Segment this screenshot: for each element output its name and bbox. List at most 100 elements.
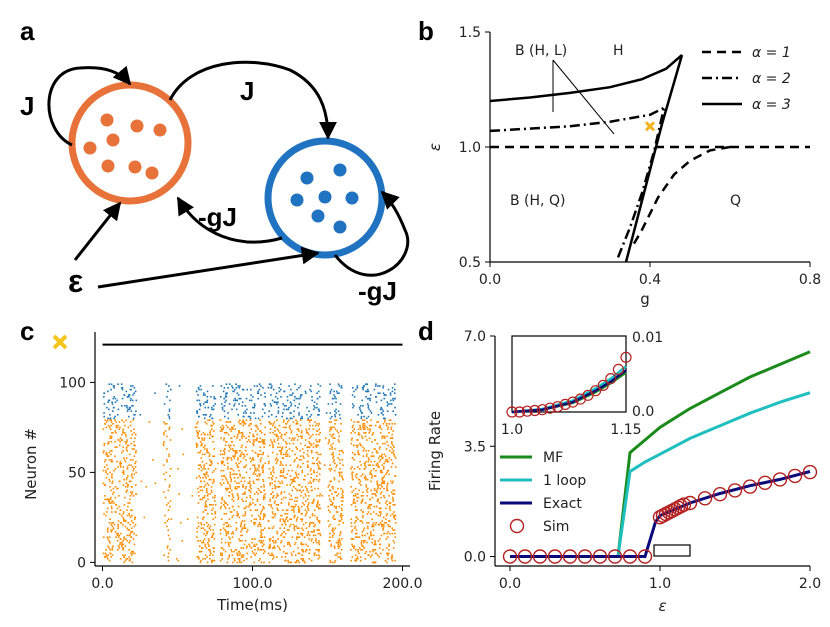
spike <box>259 518 262 520</box>
spike <box>243 559 245 562</box>
spike <box>270 385 273 387</box>
spike <box>319 532 321 535</box>
spike <box>264 392 266 394</box>
spike <box>120 383 123 385</box>
spike <box>335 505 338 508</box>
spike <box>339 556 341 558</box>
spike <box>342 522 344 524</box>
spike <box>280 540 283 542</box>
spike <box>226 462 229 465</box>
b-marker-stroke <box>644 121 656 132</box>
spike <box>356 387 359 389</box>
spike <box>332 487 334 490</box>
spike <box>277 410 280 412</box>
spike <box>312 428 315 430</box>
spike <box>106 455 109 457</box>
spike <box>341 514 344 517</box>
spike <box>226 459 228 461</box>
spike <box>235 522 238 524</box>
spike <box>241 477 244 479</box>
spike <box>362 529 365 531</box>
spike <box>300 532 303 535</box>
spike <box>353 498 355 501</box>
spike <box>310 522 313 524</box>
spike <box>333 390 335 393</box>
spike <box>145 486 148 488</box>
spike <box>198 558 200 560</box>
spike <box>221 462 223 465</box>
spike <box>383 495 385 497</box>
spike <box>204 421 207 423</box>
spike <box>370 419 372 421</box>
spike <box>364 475 367 477</box>
spike <box>357 421 360 423</box>
spike <box>118 545 120 547</box>
spike <box>200 469 203 472</box>
spike <box>299 385 302 387</box>
spike <box>128 549 130 551</box>
spike <box>332 453 334 456</box>
spike <box>239 439 241 441</box>
spike <box>196 430 198 432</box>
spike <box>205 423 208 425</box>
spike <box>294 496 297 499</box>
spike <box>338 435 340 438</box>
spike <box>282 412 284 414</box>
spike <box>361 500 364 502</box>
spike <box>301 549 303 551</box>
spike <box>276 493 279 495</box>
exc-neuron-dot <box>153 123 167 137</box>
spike <box>112 385 115 387</box>
spike <box>308 437 311 439</box>
spike <box>115 421 117 423</box>
spike <box>366 487 369 490</box>
spike <box>386 410 389 412</box>
spike <box>260 541 262 544</box>
spike <box>212 405 215 407</box>
region-bhl: B (H, L) <box>515 43 567 59</box>
spike <box>242 547 244 549</box>
spike <box>333 397 335 400</box>
spike <box>340 385 343 387</box>
spike <box>318 504 321 506</box>
spike <box>309 480 312 483</box>
spike <box>306 489 308 492</box>
spike <box>248 439 250 441</box>
spike <box>276 419 278 421</box>
spike <box>385 448 388 450</box>
spike <box>211 513 213 515</box>
spike <box>213 532 215 535</box>
spike <box>114 397 117 400</box>
spike <box>359 480 362 483</box>
spike <box>383 487 385 490</box>
spike <box>375 505 378 508</box>
spike <box>132 552 134 555</box>
spike <box>212 547 215 549</box>
b-ytick-label: 0.5 <box>459 255 481 271</box>
spike <box>361 473 364 475</box>
spike <box>212 504 214 506</box>
panel-d-inset: 1.0 1.150.010.0 <box>501 330 663 438</box>
spike <box>382 423 385 425</box>
panel-d-letter: d <box>418 316 434 346</box>
spike <box>317 453 320 456</box>
spike <box>258 466 260 468</box>
spike <box>127 444 129 447</box>
spike <box>368 538 371 540</box>
spike <box>206 482 209 484</box>
spike <box>303 457 305 459</box>
spike <box>272 388 275 391</box>
spike <box>249 432 251 434</box>
spike <box>284 477 286 479</box>
spike <box>333 561 336 564</box>
spike <box>317 532 320 535</box>
spike <box>241 405 244 407</box>
spike <box>234 450 236 452</box>
spike <box>263 495 265 497</box>
spike <box>334 423 336 425</box>
spike <box>358 552 360 555</box>
spike <box>258 473 260 475</box>
spike <box>199 464 202 466</box>
spike <box>355 558 358 560</box>
spike <box>262 505 265 508</box>
